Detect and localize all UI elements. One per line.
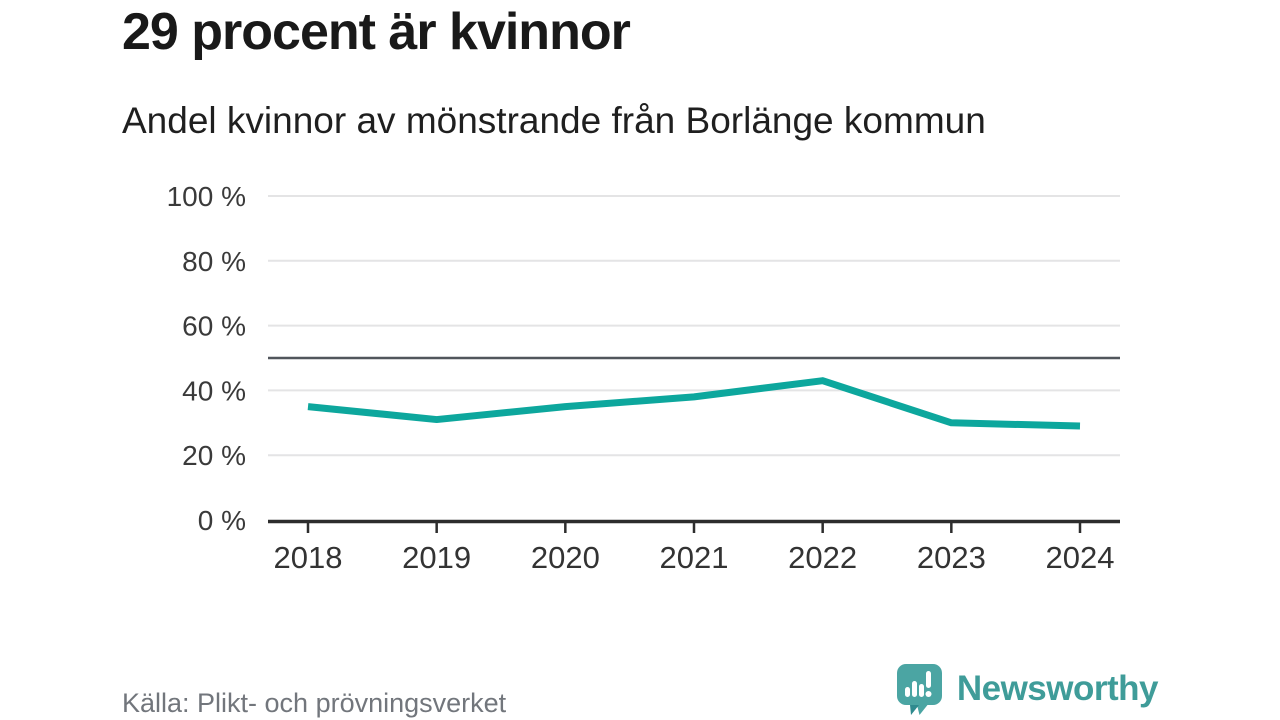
y-axis-label: 20 % (182, 440, 246, 471)
data-line (307, 377, 1081, 430)
x-axis-label: 2024 (1046, 540, 1115, 575)
x-axis-label: 2021 (660, 540, 729, 575)
y-axis-label: 60 % (182, 311, 246, 342)
y-axis-label: 0 % (198, 505, 246, 536)
page-title: 29 procent är kvinnor (122, 3, 631, 61)
newsworthy-bubble-chart-icon (896, 664, 942, 715)
x-axis-label: 2019 (402, 540, 471, 575)
x-axis-label: 2023 (917, 540, 986, 575)
y-axis-label: 100 % (167, 181, 246, 212)
source-note: Källa: Plikt- och prövningsverket (122, 688, 507, 718)
newsworthy-logo: Newsworthy (896, 662, 1159, 716)
x-axis-label: 2022 (788, 540, 857, 575)
y-axis-label: 80 % (182, 246, 246, 277)
x-axis-label: 2018 (274, 540, 343, 575)
x-axis-label: 2020 (531, 540, 600, 575)
y-axis-label: 40 % (182, 375, 246, 406)
line-chart: 0 % 20 % 40 % 60 % 80 % 100 % 2018 2019 2020 2021… (167, 181, 1120, 575)
newsworthy-logo-text: Newsworthy (956, 669, 1159, 708)
chart-subtitle: Andel kvinnor av mönstrande från Borläng… (122, 100, 986, 141)
